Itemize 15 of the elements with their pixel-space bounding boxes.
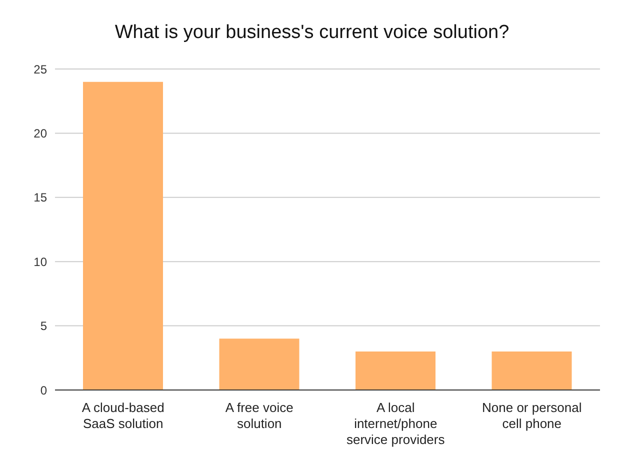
bar bbox=[356, 351, 436, 390]
bar bbox=[83, 82, 163, 390]
y-tick-label: 0 bbox=[40, 383, 48, 398]
y-tick-label: 15 bbox=[34, 190, 48, 205]
y-tick-label: 25 bbox=[34, 62, 48, 76]
chart-title: What is your business's current voice solution? bbox=[114, 22, 510, 44]
y-tick-label: 5 bbox=[40, 319, 48, 334]
x-tick-label: A local internet/phone service providers bbox=[346, 400, 446, 447]
x-tick-label: A free voice solution bbox=[225, 400, 294, 431]
y-tick-label: 20 bbox=[34, 126, 48, 140]
bar bbox=[219, 338, 300, 390]
bar bbox=[492, 351, 572, 390]
y-tick-label: 10 bbox=[34, 254, 48, 269]
x-tick-label: A cloud-based SaaS solution bbox=[82, 400, 164, 431]
x-tick-label: None or personal cell phone bbox=[482, 400, 582, 431]
